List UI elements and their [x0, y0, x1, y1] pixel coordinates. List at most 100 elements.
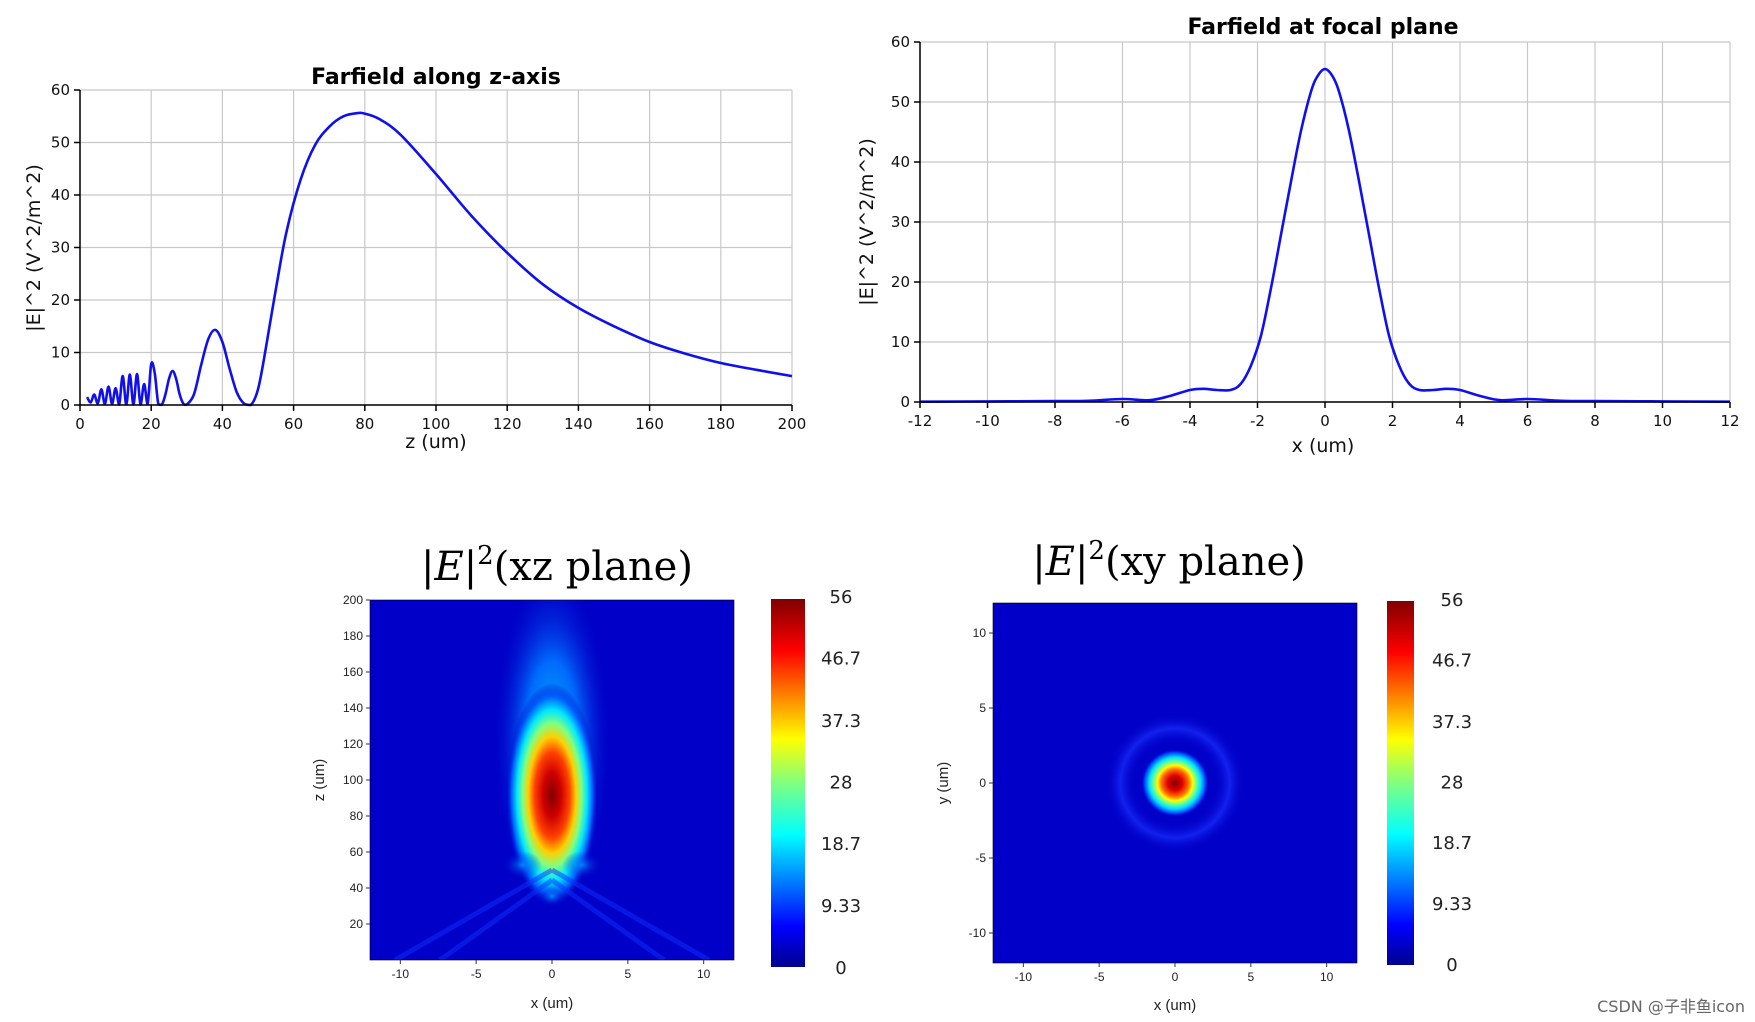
chart-focal-plane-title: Farfield at focal plane: [1187, 15, 1458, 40]
chart-z-axis-ytick-label: 40: [51, 186, 70, 204]
chart-focal-plane-xtick-label: -8: [1048, 412, 1063, 430]
heatmap-xy-colorbar-tick: 46.7: [1432, 651, 1472, 672]
heatmap-xz-ytick-label: 80: [350, 809, 364, 823]
heatmap-xz-xtick-label: 5: [624, 967, 631, 981]
chart-focal-plane-xtick-label: 0: [1320, 412, 1330, 430]
chart-focal-plane-ytick-label: 10: [891, 333, 910, 351]
heatmap-xz-ytick-label: 200: [343, 593, 363, 607]
heatmap-xz-ytick-label: 160: [343, 665, 363, 679]
chart-z-axis-ytick-label: 10: [51, 344, 70, 362]
chart-z-axis-title: Farfield along z-axis: [311, 65, 561, 90]
chart-z-axis: Farfield along z-axis z (um) |E|^2 (V^2/…: [23, 65, 806, 453]
watermark: CSDN @子非鱼icon: [1597, 997, 1745, 1016]
chart-focal-plane-xtick-label: 12: [1720, 412, 1739, 430]
chart-focal-plane-ytick-label: 50: [891, 93, 910, 111]
heatmap-xy-xtick-label: -10: [1015, 970, 1033, 984]
chart-z-axis-xtick-label: 80: [355, 415, 374, 433]
heatmap-xz-xtick-label: -10: [392, 967, 410, 981]
heatmap-xz-title: |E|2(xz plane): [421, 541, 693, 590]
heatmap-xz-plane: |E|2(xz plane) -10 -5 0 5 10 20 40 60 80 100 120 14…: [311, 541, 861, 1012]
chart-focal-plane-xtick-label: 4: [1455, 412, 1465, 430]
chart-focal-plane-xtick-label: -4: [1183, 412, 1198, 430]
heatmap-xy-ytick-label: -5: [975, 851, 986, 865]
heatmap-xy-ytick-label: 5: [979, 701, 986, 715]
chart-focal-plane-xtick-label: -2: [1250, 412, 1265, 430]
heatmap-xz-colorbar-tick: 56: [830, 587, 853, 608]
heatmap-xz-colorbar-tick: 37.3: [821, 711, 861, 732]
heatmap-xz-ytick-label: 20: [350, 917, 364, 931]
chart-focal-plane-xtick-label: 6: [1523, 412, 1533, 430]
heatmap-xz-ytick-label: 100: [343, 773, 363, 787]
chart-focal-plane-xtick-label: 10: [1653, 412, 1672, 430]
chart-focal-plane-ytick-label: 60: [891, 33, 910, 51]
chart-z-axis-xtick-label: 160: [635, 415, 664, 433]
heatmap-xy-ytick-label: -10: [969, 926, 987, 940]
heatmap-xz-colorbar-tick: 46.7: [821, 649, 861, 670]
colorbar-xz: [771, 599, 805, 967]
heatmap-xy-title: |E|2(xy plane): [1032, 536, 1305, 585]
chart-z-axis-ytick-label: 20: [51, 291, 70, 309]
heatmap-xz-ytick-label: 40: [350, 881, 364, 895]
chart-focal-plane-xtick-label: -6: [1115, 412, 1130, 430]
heatmap-xz-xtick-label: -5: [471, 967, 482, 981]
chart-focal-plane-ytick-label: 0: [900, 393, 910, 411]
heatmap-xz-xtick-label: 0: [549, 967, 556, 981]
chart-z-axis-xtick-label: 60: [284, 415, 303, 433]
chart-focal-plane-xlabel: x (um): [1292, 435, 1355, 457]
chart-z-axis-xtick-label: 200: [778, 415, 807, 433]
heatmap-xz-ytick-label: 120: [343, 737, 363, 751]
heatmap-xz-colorbar-tick: 18.7: [821, 834, 861, 855]
heatmap-xz-ytick-label: 60: [350, 845, 364, 859]
chart-focal-plane-xtick-label: 2: [1388, 412, 1398, 430]
heatmap-xy-colorbar-tick: 37.3: [1432, 712, 1472, 733]
chart-z-axis-ytick-label: 50: [51, 134, 70, 152]
heatmap-xy-ytick-label: 0: [979, 776, 986, 790]
heatmap-xy-xtick-label: 5: [1247, 970, 1254, 984]
heatmap-xz-ytick-label: 140: [343, 701, 363, 715]
chart-focal-plane-ytick-label: 20: [891, 273, 910, 291]
heatmap-xy-xlabel: x (um): [1154, 997, 1197, 1014]
heatmap-xy-colorbar-tick: 9.33: [1432, 894, 1472, 915]
heatmap-xz-xlabel: x (um): [531, 995, 574, 1012]
chart-focal-plane-xtick-label: -12: [908, 412, 933, 430]
heatmap-xy-ytick-label: 10: [973, 626, 987, 640]
chart-z-axis-xtick-label: 180: [706, 415, 735, 433]
heatmap-xy-xtick-label: 0: [1172, 970, 1179, 984]
heatmap-xy-plane: |E|2(xy plane) -10 -5 0 5 10 -10 -5 0 5 10 x (um)…: [935, 536, 1472, 1014]
chart-z-axis-xtick-label: 120: [493, 415, 522, 433]
heatmap-xy-colorbar-tick: 0: [1446, 955, 1457, 976]
chart-z-axis-ytick-label: 60: [51, 81, 70, 99]
chart-focal-plane-xtick-label: 8: [1590, 412, 1600, 430]
chart-z-axis-xtick-label: 20: [142, 415, 161, 433]
chart-z-axis-xtick-label: 100: [422, 415, 451, 433]
chart-z-axis-ylabel: |E|^2 (V^2/m^2): [23, 164, 45, 332]
heatmap-xz-ylabel: z (um): [311, 759, 328, 802]
heatmap-xz-colorbar-tick: 9.33: [821, 896, 861, 917]
chart-z-axis-xlabel: z (um): [405, 431, 466, 453]
chart-z-axis-series-line: [85, 111, 793, 407]
chart-focal-plane-ytick-label: 40: [891, 153, 910, 171]
heatmap-xy-ylabel: y (um): [935, 762, 952, 805]
heatmap-xz-colorbar-tick: 28: [830, 773, 853, 794]
heatmap-xz-ytick-label: 180: [343, 629, 363, 643]
chart-z-axis-ytick-label: 30: [51, 239, 70, 257]
chart-z-axis-xtick-label: 140: [564, 415, 593, 433]
heatmap-xz-xtick-label: 10: [697, 967, 711, 981]
heatmap-xy-colorbar-tick: 18.7: [1432, 833, 1472, 854]
heatmap-xy-xtick-label: -5: [1094, 970, 1105, 984]
chart-focal-plane-ylabel: |E|^2 (V^2/m^2): [856, 138, 878, 306]
chart-focal-plane: Farfield at focal plane x (um) |E|^2 (V^…: [856, 15, 1740, 457]
chart-z-axis-xtick-label: 40: [213, 415, 232, 433]
heatmap-xy-xtick-label: 10: [1320, 970, 1334, 984]
chart-z-axis-ytick-label: 0: [60, 396, 70, 414]
heatmap-xy-colorbar-tick: 56: [1441, 590, 1464, 611]
heatmap-xz-colorbar-tick: 0: [835, 958, 846, 979]
heatmap-xz-field: [370, 600, 734, 960]
heatmap-xy-field: [993, 603, 1357, 963]
heatmap-xy-colorbar-tick: 28: [1441, 773, 1464, 794]
chart-focal-plane-series-line: [919, 67, 1731, 403]
chart-focal-plane-ytick-label: 30: [891, 213, 910, 231]
chart-z-axis-xtick-label: 0: [75, 415, 85, 433]
colorbar-xy: [1387, 601, 1414, 965]
